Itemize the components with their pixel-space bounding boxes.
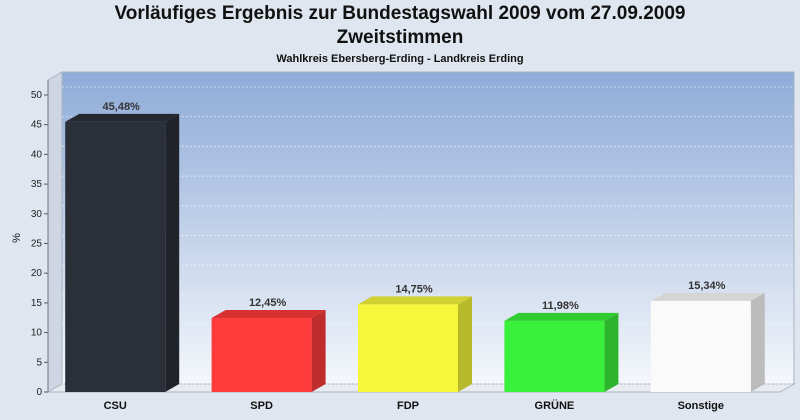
y-tick-label: 30 xyxy=(31,209,43,220)
y-axis-label: % xyxy=(11,233,23,243)
y-tick-label: 45 xyxy=(31,120,43,131)
category-label: GRÜNE xyxy=(535,399,575,412)
y-tick-label: 50 xyxy=(31,90,43,101)
bar-side xyxy=(750,292,765,392)
y-tick-label: 10 xyxy=(31,328,43,339)
bar-top xyxy=(65,113,180,122)
chart-title: Vorläufiges Ergebnis zur Bundestagswahl … xyxy=(114,3,686,24)
bar-top xyxy=(358,296,472,305)
y-tick-label: 0 xyxy=(36,387,42,398)
bar-side xyxy=(458,296,472,392)
bar-side xyxy=(604,312,619,392)
value-label: 15,34% xyxy=(688,280,726,292)
plot-left-wall xyxy=(47,71,63,393)
category-label: FDP xyxy=(397,400,419,412)
x-axis: CSU SPD FDP GRÜNE Sonstige xyxy=(104,399,724,412)
y-tick-label: 5 xyxy=(36,357,42,368)
bar-side xyxy=(311,310,326,392)
y-tick-label: 35 xyxy=(31,179,43,190)
y-tick-label: 20 xyxy=(31,268,43,279)
bar-front xyxy=(65,121,166,392)
y-tick-label: 15 xyxy=(31,298,43,309)
bar-side xyxy=(165,113,180,392)
value-label: 45,48% xyxy=(103,101,141,113)
y-tick-label: 25 xyxy=(31,239,43,250)
category-label: CSU xyxy=(104,400,127,412)
bar-front xyxy=(211,318,312,392)
bar-spd xyxy=(211,310,326,392)
bar-front xyxy=(650,300,751,392)
value-label: 14,75% xyxy=(395,283,433,295)
bar-front xyxy=(358,304,458,392)
value-label: 11,98% xyxy=(542,300,579,312)
y-axis: 0 5 10 15 20 25 30 35 40 45 50 xyxy=(31,80,49,398)
bar-fdp xyxy=(358,296,472,392)
bar-sonstige xyxy=(650,292,765,392)
category-label: SPD xyxy=(250,400,273,412)
bar-front xyxy=(504,320,605,392)
bar-top xyxy=(504,312,619,321)
y-tick-label: 40 xyxy=(31,149,43,160)
chart-subtitle: Zweitstimmen xyxy=(336,27,464,48)
bar-csu xyxy=(65,113,180,392)
bar-top xyxy=(650,292,765,301)
value-label: 12,45% xyxy=(249,297,287,309)
chart-caption: Wahlkreis Ebersberg-Erding - Landkreis E… xyxy=(276,53,524,65)
value-labels: 45,48% 12,45% 14,75% 11,98% 15,34% xyxy=(103,101,726,312)
bars xyxy=(65,113,765,392)
bar-grne xyxy=(504,312,619,392)
category-label: Sonstige xyxy=(678,400,724,412)
bar-top xyxy=(211,310,326,319)
